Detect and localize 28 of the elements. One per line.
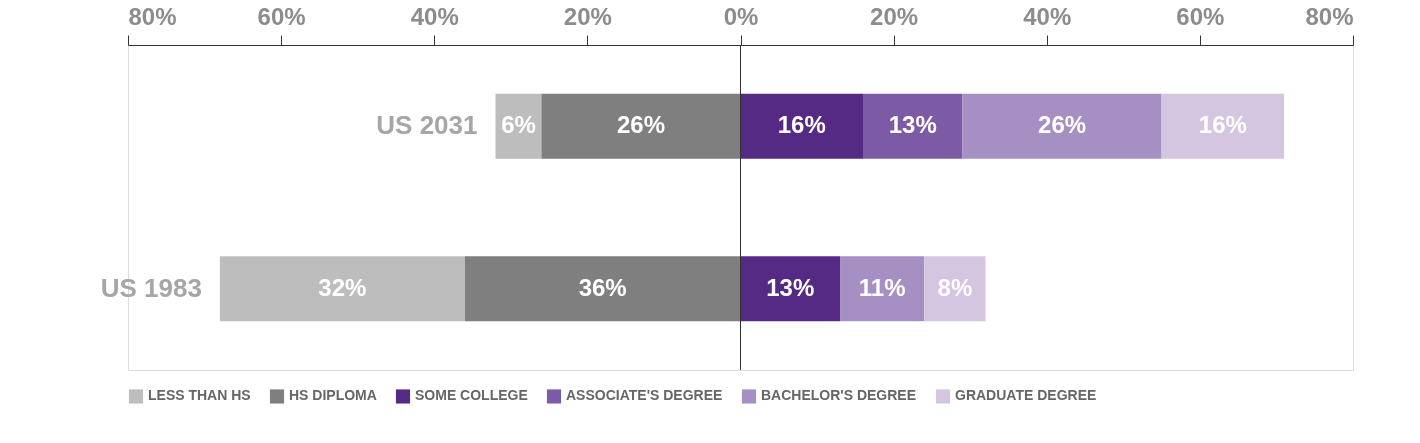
y-tick-label: US 2031 [376,110,478,141]
data-label: 13% [888,111,937,139]
x-tick-label: 20% [563,2,612,30]
data-label: 8% [937,273,973,301]
data-label: 36% [578,273,627,301]
legend-label: SOME COLLEGE [415,387,528,404]
x-tick-label: 0% [723,2,759,30]
x-tick-label: 80% [128,2,177,30]
x-tick-label: 20% [870,2,919,30]
legend-label: BACHELOR'S DEGREE [761,387,917,404]
x-tick-label: 40% [1023,2,1072,30]
data-label: 11% [858,273,906,301]
data-label: 32% [318,273,367,301]
x-tick-label: 60% [257,2,306,30]
data-label: 6% [501,111,536,139]
data-label: 26% [1038,111,1087,139]
data-label: 13% [766,273,815,301]
data-label: 16% [1198,111,1247,139]
legend-label: GRADUATE DEGREE [955,387,1097,404]
x-tick-label: 80% [1305,2,1354,30]
legend-label: HS DIPLOMA [289,387,377,404]
x-tick-label: 60% [1176,2,1225,30]
legend-label: ASSOCIATE'S DEGREE [566,387,723,404]
data-label: 26% [616,111,665,139]
data-label: 16% [777,111,826,139]
x-tick-label: 40% [410,2,459,30]
legend-label: LESS THAN HS [148,387,251,404]
y-tick-label: US 1983 [100,272,202,303]
